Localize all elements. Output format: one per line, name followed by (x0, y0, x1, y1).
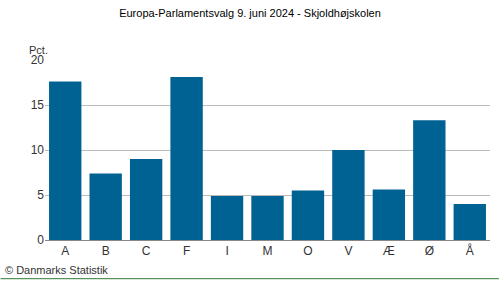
svg-text:© Danmarks Statistik: © Danmarks Statistik (5, 264, 108, 276)
svg-text:C: C (142, 244, 151, 258)
svg-text:Europa-Parlamentsvalg 9. juni: Europa-Parlamentsvalg 9. juni 2024 - Skj… (119, 7, 381, 19)
svg-text:B: B (102, 244, 110, 258)
svg-text:I: I (225, 244, 228, 258)
svg-text:Å: Å (466, 243, 474, 258)
svg-text:F: F (183, 244, 190, 258)
svg-text:5: 5 (37, 188, 44, 202)
svg-text:V: V (344, 244, 352, 258)
svg-text:20: 20 (31, 53, 45, 67)
svg-text:O: O (303, 244, 312, 258)
svg-text:M: M (263, 244, 273, 258)
svg-text:10: 10 (31, 143, 45, 157)
svg-text:Æ: Æ (383, 244, 395, 258)
svg-text:Pct.: Pct. (29, 44, 48, 56)
svg-text:15: 15 (31, 98, 45, 112)
svg-text:Ø: Ø (425, 244, 434, 258)
svg-text:A: A (61, 244, 69, 258)
svg-text:0: 0 (37, 233, 44, 247)
